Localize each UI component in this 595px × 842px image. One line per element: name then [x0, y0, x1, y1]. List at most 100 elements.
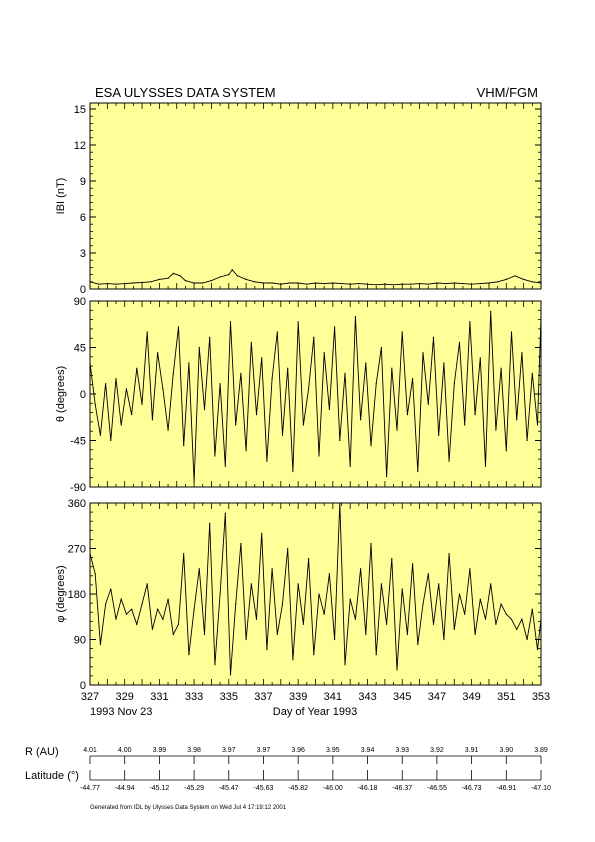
- data-point: [250, 583, 252, 585]
- y-tick-label: 180: [68, 589, 86, 601]
- data-point: [177, 326, 180, 328]
- data-point: [292, 470, 294, 473]
- data-point: [505, 613, 507, 615]
- data-point: [412, 377, 414, 380]
- data-point: [297, 321, 299, 323]
- data-point: [167, 429, 169, 431]
- data-point: [375, 654, 377, 656]
- y-tick-label: -90: [70, 482, 86, 494]
- data-point: [120, 424, 122, 426]
- data-point: [297, 583, 299, 585]
- data-point: [254, 281, 256, 283]
- data-point: [464, 424, 466, 426]
- data-point: [110, 588, 112, 590]
- data-point: [229, 321, 232, 323]
- data-point: [516, 419, 518, 421]
- data-point: [349, 598, 351, 600]
- data-point: [236, 275, 239, 277]
- data-point: [505, 278, 507, 280]
- x-tick-label: 353: [532, 691, 550, 703]
- series-line: [89, 311, 542, 482]
- r-au-value: 3.92: [430, 747, 444, 754]
- data-point: [469, 321, 471, 323]
- data-point: [458, 593, 461, 595]
- data-point: [354, 618, 356, 620]
- data-point: [136, 367, 138, 369]
- data-point: [136, 623, 138, 625]
- y-tick-label: 90: [74, 296, 86, 308]
- data-point: [157, 352, 159, 354]
- panel-background: [90, 301, 541, 487]
- data-point: [115, 377, 117, 380]
- header-instrument: VHM/FGM: [477, 85, 538, 100]
- data-point: [288, 282, 291, 284]
- data-point: [183, 445, 185, 447]
- x-tick-label: 335: [220, 691, 238, 703]
- data-point: [386, 476, 388, 478]
- data-point: [536, 649, 539, 651]
- latitude-label: Latitude (°): [25, 770, 79, 782]
- data-point: [453, 383, 455, 385]
- data-point: [167, 277, 169, 279]
- data-point: [333, 638, 336, 641]
- data-point: [146, 331, 148, 333]
- data-point: [427, 573, 429, 575]
- x-tick-label: 327: [81, 691, 99, 703]
- data-point: [313, 654, 315, 656]
- y-tick-label: 90: [74, 635, 86, 647]
- x-tick-label: 349: [462, 691, 480, 703]
- data-point: [292, 659, 294, 661]
- data-point: [281, 603, 284, 605]
- data-point: [386, 623, 388, 625]
- data-point: [484, 465, 487, 467]
- data-point: [146, 583, 148, 585]
- latitude-value: -46.73: [462, 785, 482, 792]
- data-point: [458, 341, 461, 343]
- data-point: [158, 278, 160, 280]
- data-point: [340, 283, 343, 285]
- data-point: [198, 346, 200, 349]
- data-point: [360, 419, 362, 421]
- data-point: [302, 623, 304, 625]
- r-au-value: 3.94: [361, 747, 375, 754]
- data-point: [396, 669, 398, 671]
- data-point: [370, 542, 372, 545]
- data-point: [484, 618, 487, 620]
- data-point: [105, 603, 107, 605]
- data-point: [479, 357, 481, 359]
- data-point: [313, 336, 315, 338]
- data-point: [240, 372, 242, 374]
- y-tick-label: 3: [80, 248, 86, 260]
- data-point: [162, 388, 164, 390]
- y-tick-label: 0: [80, 389, 86, 401]
- data-point: [453, 628, 455, 630]
- r-au-value: 3.90: [499, 747, 513, 754]
- data-point: [510, 331, 513, 333]
- data-point: [526, 638, 528, 641]
- data-point: [380, 346, 383, 349]
- y-axis-label: θ (degrees): [55, 366, 67, 422]
- r-au-value: 3.91: [465, 747, 479, 754]
- data-point: [401, 331, 403, 333]
- data-point: [131, 414, 133, 416]
- data-point: [266, 460, 268, 462]
- data-point: [209, 522, 211, 524]
- x-tick-label: 331: [150, 691, 168, 703]
- data-point: [328, 573, 330, 575]
- latitude-value: -44.94: [115, 785, 135, 792]
- data-point: [479, 598, 481, 600]
- data-point: [219, 276, 221, 278]
- header-title: ESA ULYSSES DATA SYSTEM: [95, 85, 276, 100]
- data-point: [235, 603, 237, 605]
- ephemeris-table: 4.01 -44.77 4.00 -44.94 3.99 -45.12 3.98 -45.29…: [80, 747, 551, 792]
- data-point: [162, 618, 164, 620]
- latitude-value: -45.63: [254, 785, 274, 792]
- data-point: [245, 638, 247, 641]
- data-point: [287, 547, 289, 550]
- data-point: [99, 434, 102, 436]
- data-point: [438, 583, 440, 585]
- x-tick-label: 329: [116, 691, 134, 703]
- data-point: [203, 408, 206, 411]
- data-point: [410, 283, 412, 285]
- data-point: [98, 283, 100, 285]
